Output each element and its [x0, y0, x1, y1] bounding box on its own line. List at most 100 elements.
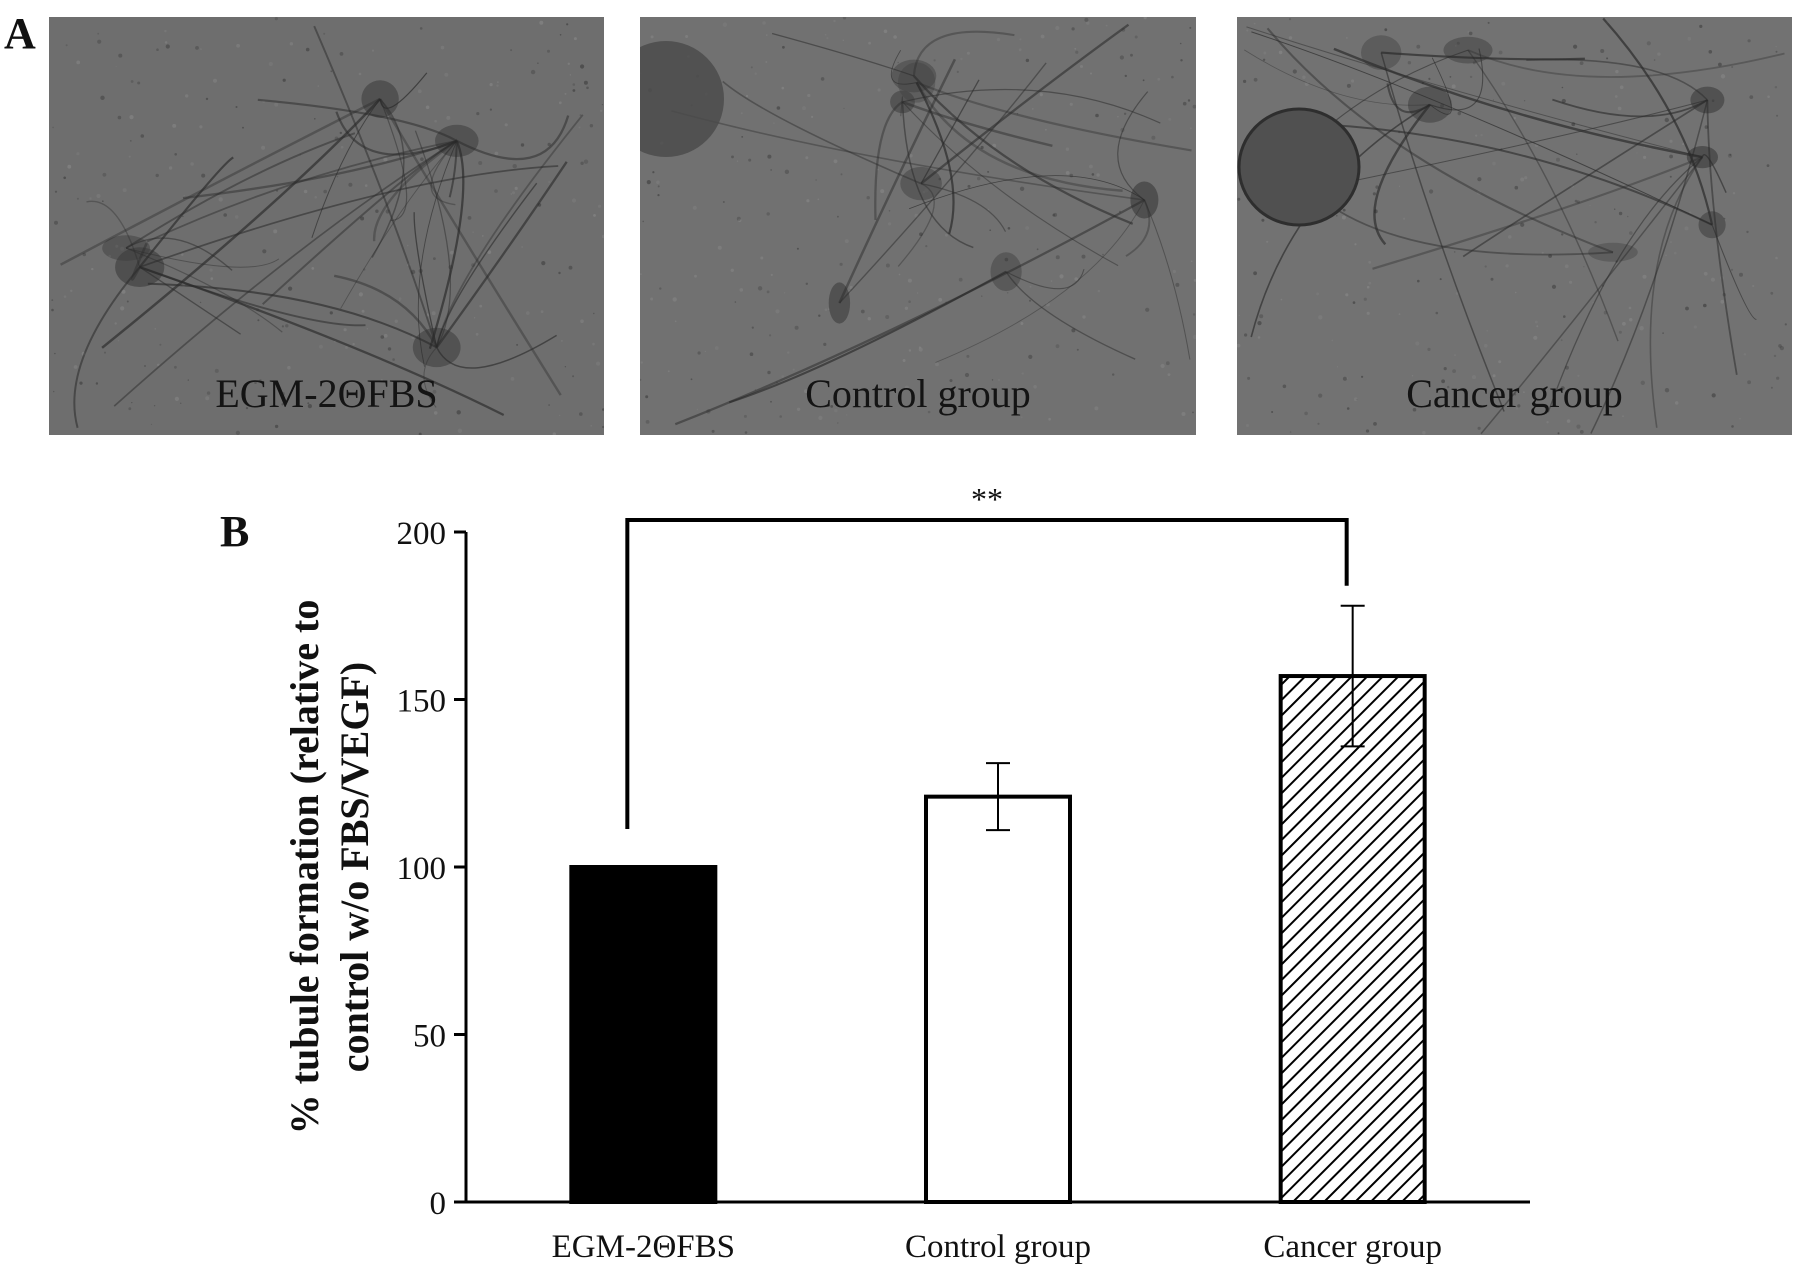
- speckle: [303, 189, 308, 194]
- speckle: [245, 407, 249, 410]
- speckle: [213, 78, 217, 83]
- speckle: [235, 106, 238, 108]
- speckle: [1259, 314, 1264, 319]
- speckle: [340, 221, 342, 223]
- tubule-strand: [371, 98, 405, 258]
- speckle: [121, 289, 126, 294]
- speckle: [489, 108, 492, 111]
- speckle: [476, 112, 480, 116]
- speckle: [1345, 293, 1349, 297]
- speckle: [1090, 72, 1092, 75]
- micrograph-control-group: Control group: [640, 17, 1196, 435]
- speckle: [820, 77, 825, 81]
- tubule-strand: [125, 237, 233, 271]
- speckle: [1317, 422, 1320, 425]
- speckle: [738, 218, 742, 223]
- micrograph-texture: [51, 17, 604, 435]
- speckle: [823, 342, 827, 346]
- speckle: [209, 268, 213, 272]
- speckle: [1480, 432, 1482, 435]
- speckle: [1451, 84, 1456, 89]
- speckle: [235, 430, 240, 435]
- speckle: [734, 301, 737, 303]
- speckle: [1492, 161, 1496, 166]
- tubule-strand: [436, 334, 557, 369]
- speckle: [70, 289, 73, 292]
- speckle: [496, 84, 499, 87]
- panel-b-letter: B: [220, 507, 250, 556]
- speckle: [1175, 282, 1180, 287]
- tubule-strand: [920, 183, 1007, 232]
- speckle: [1021, 372, 1024, 375]
- speckle: [1770, 386, 1773, 389]
- speckle: [1266, 240, 1269, 243]
- speckle: [1674, 251, 1677, 255]
- speckle: [908, 300, 911, 304]
- speckle: [1476, 190, 1482, 195]
- speckle: [199, 48, 202, 51]
- speckle: [140, 134, 145, 138]
- speckle: [1576, 153, 1578, 155]
- tubule-strand: [130, 242, 148, 281]
- speckle: [1253, 271, 1257, 276]
- speckle: [956, 70, 959, 73]
- tubule-strand: [73, 266, 141, 429]
- speckle: [640, 378, 642, 381]
- speckle: [1243, 79, 1247, 83]
- speckle: [537, 62, 539, 64]
- speckle: [446, 115, 451, 120]
- speckle: [82, 252, 86, 257]
- speckle: [1237, 343, 1241, 348]
- speckle: [91, 267, 94, 271]
- speckle: [1105, 24, 1108, 27]
- speckle: [510, 193, 513, 195]
- speckle: [131, 402, 133, 404]
- speckle: [510, 49, 513, 52]
- speckle: [1480, 133, 1483, 137]
- speckle: [1551, 284, 1557, 289]
- speckle: [201, 173, 206, 178]
- tubule-strand: [138, 156, 234, 268]
- speckle: [1069, 102, 1073, 106]
- speckle: [1471, 375, 1477, 380]
- tubule-strand: [182, 139, 458, 200]
- speckle: [1016, 113, 1019, 115]
- speckle: [833, 19, 836, 23]
- speckle: [766, 212, 770, 216]
- speckle: [407, 244, 409, 247]
- speckle: [473, 317, 476, 319]
- speckle: [1246, 29, 1249, 32]
- speckle: [159, 343, 162, 346]
- speckle: [1089, 164, 1093, 169]
- speckle: [1498, 360, 1502, 364]
- speckle: [1475, 134, 1478, 137]
- speckle: [1316, 292, 1319, 296]
- tubule-strand: [448, 140, 458, 198]
- speckle: [997, 379, 1000, 381]
- micrograph-cancer-group: Cancer group: [1237, 17, 1792, 435]
- speckle: [667, 370, 670, 373]
- speckle: [214, 368, 219, 373]
- speckle: [1467, 31, 1470, 33]
- speckle: [340, 145, 344, 149]
- speckle: [199, 125, 203, 129]
- speckle: [130, 80, 134, 83]
- speckle: [690, 378, 693, 381]
- speckle: [1561, 233, 1564, 236]
- speckle: [552, 432, 556, 435]
- tubule-strand: [435, 161, 568, 349]
- speckle: [1618, 211, 1623, 216]
- tubule-strand: [908, 175, 1145, 210]
- speckle: [1492, 374, 1496, 378]
- tubule-strand: [1117, 91, 1149, 201]
- speckle: [1579, 61, 1584, 65]
- y-axis-label: % tubule formation (relative to: [282, 600, 327, 1135]
- speckle: [1490, 277, 1494, 281]
- speckle: [1453, 251, 1456, 253]
- speckle: [1124, 74, 1127, 78]
- speckle: [1778, 344, 1782, 348]
- tubule-strand: [257, 98, 458, 142]
- speckle: [1365, 429, 1370, 433]
- speckle: [1662, 332, 1664, 334]
- speckle: [1428, 77, 1431, 80]
